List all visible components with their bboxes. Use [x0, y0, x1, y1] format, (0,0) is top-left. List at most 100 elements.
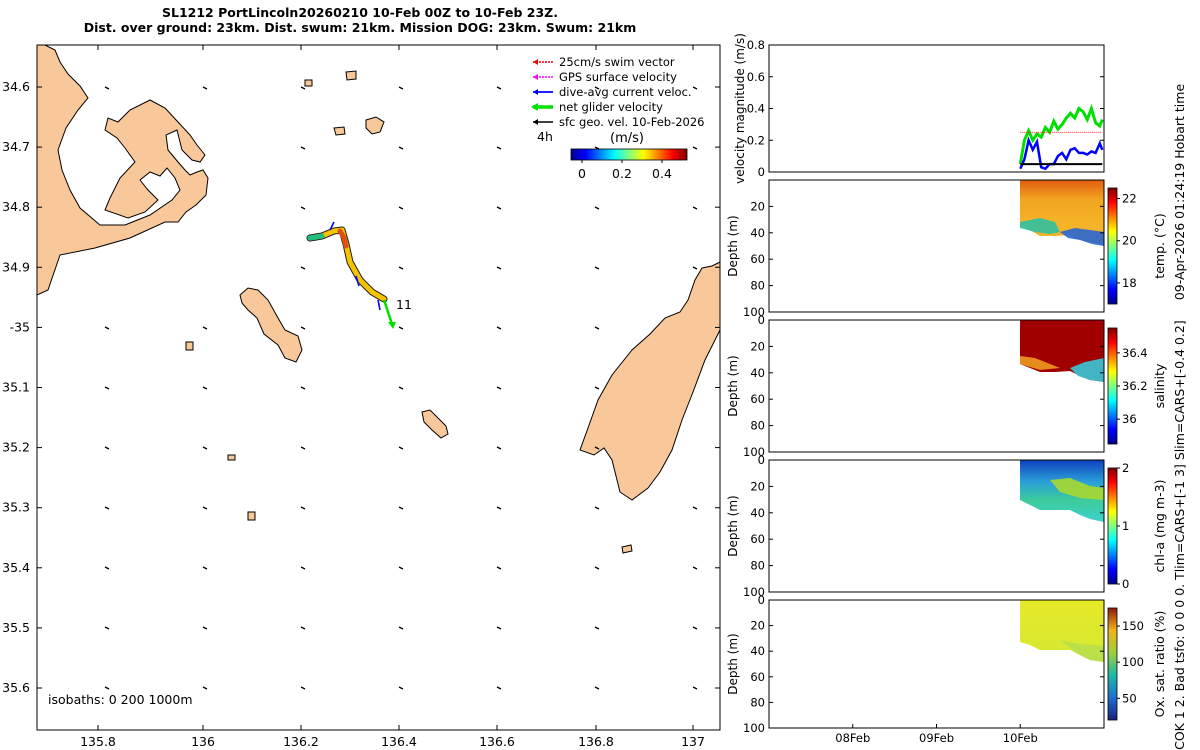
salinity-y-tick-label: 80: [750, 419, 765, 433]
legend-label: sfc geo. vel. 10-Feb-2026: [559, 115, 705, 129]
salinity-y-tick-label: 0: [758, 313, 765, 327]
temperature-y-label: Depth (m): [726, 215, 740, 276]
geo-arrow: [496, 86, 502, 90]
geo-arrow: [496, 446, 502, 450]
geo-arrow: [104, 626, 110, 630]
chlorophyll-colorbar: [1107, 467, 1118, 585]
map-y-tick-label: 35.2: [2, 440, 30, 455]
velocity-plot-frame: [768, 44, 1105, 173]
geo-arrow: [594, 86, 600, 90]
oxygen-section-patch: [1060, 640, 1104, 662]
oxygen-colorbar-tick-label: 150: [1122, 619, 1144, 633]
geo-arrow: [594, 386, 600, 390]
velocity-y-label: velocity magnitude (m/s): [733, 33, 747, 184]
temperature-section-patch: [1060, 228, 1104, 246]
salinity-y-tick-label: 40: [750, 366, 765, 380]
map-y-tick-label: 34.9: [2, 259, 30, 274]
geo-arrow: [104, 326, 110, 330]
temperature-colorbar-label: temp. (°C): [1152, 213, 1167, 278]
salinity-section-patch: [1020, 356, 1060, 370]
geo-arrow: [398, 686, 404, 690]
geo-arrow: [104, 686, 110, 690]
land-yorke-peninsula: [579, 261, 721, 501]
geo-arrow: [692, 206, 698, 210]
geo-arrow: [594, 206, 600, 210]
geo-arrow: [496, 386, 502, 390]
geo-arrow: [692, 266, 698, 270]
geo-arrow: [398, 626, 404, 630]
track-fast-segment: [307, 233, 325, 241]
dive-avg-arrow: [355, 275, 360, 287]
map-legend: 25cm/s swim vector GPS surface velocity …: [531, 55, 705, 181]
time-x-tick-label: 08Feb: [835, 731, 870, 745]
velocity-series-line: [1018, 103, 1104, 165]
geo-arrow: [496, 566, 502, 570]
geo-arrow: [398, 566, 404, 570]
geo-arrow: [496, 686, 502, 690]
geo-arrow: [496, 146, 502, 150]
salinity-colorbar-tick-label: 36.2: [1122, 379, 1148, 393]
legend-item-gps-velocity: GPS surface velocity: [533, 70, 677, 84]
geo-arrow: [496, 506, 502, 510]
map-x-tick-label: 135.8: [80, 734, 116, 749]
map-y-axis: 34.6 34.7 34.8 34.9 -35 35.1 35.2 35.3 35.4 35.5 3…: [2, 79, 720, 695]
geo-arrow: [398, 446, 404, 450]
velocity-y-tick-label: 0: [758, 165, 765, 179]
land-islet-6: [185, 341, 194, 351]
duration-label: 4h: [537, 129, 553, 144]
oxygen-colorbar-tick-label: 100: [1122, 655, 1144, 669]
sfc-geo-arrows: [104, 86, 698, 690]
geo-arrow: [300, 566, 306, 570]
geo-arrow: [594, 626, 600, 630]
geo-arrow: [202, 326, 208, 330]
chlorophyll-colorbar-tick-label: 1: [1122, 519, 1129, 533]
chlorophyll-colorbar-label: chl-a (mg m-3): [1152, 480, 1167, 573]
land-islet-5: [304, 79, 313, 87]
geo-arrow: [300, 206, 306, 210]
temperature-y-tick-label: 80: [750, 279, 765, 293]
geo-arrow: [496, 626, 502, 630]
oxygen-colorbar-tick-label: 50: [1122, 691, 1137, 705]
land-islet-3: [345, 70, 357, 81]
chlorophyll-y-label: Depth (m): [726, 495, 740, 556]
geo-arrow: [300, 86, 306, 90]
track-slow-segment: [337, 228, 349, 249]
geo-arrow: [104, 86, 110, 90]
land-islet-1: [421, 409, 449, 439]
geo-arrow: [300, 446, 306, 450]
map-x-tick-label: 136: [191, 734, 215, 749]
map-y-tick-label: -35: [10, 319, 30, 334]
temperature-colorbar-tick-label: 18: [1122, 276, 1137, 290]
geo-arrow: [398, 386, 404, 390]
figure-title-line1: SL1212 PortLincoln20260210 10-Feb 00Z to…: [162, 5, 558, 20]
map-x-tick-label: 137: [681, 734, 705, 749]
temperature-y-tick-label: 20: [750, 199, 765, 213]
geo-arrow: [692, 146, 698, 150]
map-x-tick-label: 136.4: [381, 734, 417, 749]
salinity-y-tick-label: 20: [750, 339, 765, 353]
geo-arrow: [300, 386, 306, 390]
geo-arrow: [300, 266, 306, 270]
map-y-tick-label: 35.6: [2, 680, 30, 695]
geo-arrow: [594, 566, 600, 570]
velocity-y-tick-label: 0.4: [747, 102, 765, 116]
land-eyre-peninsula: [36, 44, 209, 296]
map-land: [36, 44, 721, 554]
map-y-tick-label: 34.7: [2, 139, 30, 154]
geo-arrow: [202, 626, 208, 630]
geo-arrow: [692, 506, 698, 510]
dive-avg-arrow: [329, 221, 335, 231]
chlorophyll-y-tick-label: 60: [750, 532, 765, 546]
geo-arrow: [202, 86, 208, 90]
geo-arrow: [692, 86, 698, 90]
chlorophyll-y-tick-label: 0: [758, 453, 765, 467]
time-x-tick-label: 09Feb: [919, 731, 954, 745]
geo-arrow: [692, 686, 698, 690]
geo-arrow: [300, 626, 306, 630]
geo-arrow: [104, 506, 110, 510]
map-y-tick-label: 34.6: [2, 79, 30, 94]
time-x-tick-label: 10Feb: [1003, 731, 1038, 745]
colorbar-tick: 0.2: [612, 166, 632, 181]
geo-arrow: [398, 326, 404, 330]
